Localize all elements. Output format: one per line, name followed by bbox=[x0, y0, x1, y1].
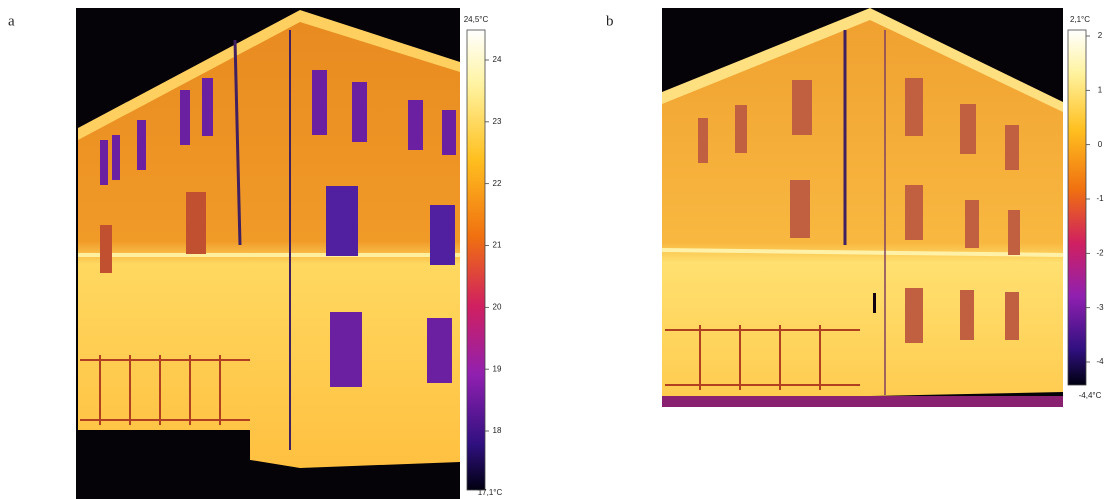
scale-tick-label: 22 bbox=[493, 179, 502, 188]
scale-tick-label: 21 bbox=[493, 241, 502, 250]
colorbar-b bbox=[1068, 30, 1086, 385]
thermal-image-a bbox=[76, 8, 460, 499]
scale-tick-label: -2 bbox=[1096, 248, 1104, 257]
scale-tick-label: 23 bbox=[493, 117, 502, 126]
scale-min: -4,4°C bbox=[1079, 391, 1102, 400]
scale-tick-label: 19 bbox=[493, 364, 502, 373]
scale-tick-label: 24 bbox=[493, 55, 502, 64]
scale-max: 2,1°C bbox=[1070, 15, 1090, 24]
scale-max: 24,5°C bbox=[464, 15, 489, 24]
scale-tick-label: -4 bbox=[1096, 357, 1104, 366]
scale-tick-label: 20 bbox=[493, 302, 502, 311]
scale-min: 17,1°C bbox=[478, 488, 503, 497]
thermal-image-b bbox=[662, 8, 1063, 407]
scale-tick-label: -3 bbox=[1096, 303, 1104, 312]
scale-tick-label: 2 bbox=[1098, 31, 1103, 40]
colorbar-a bbox=[467, 30, 485, 490]
panel-label: a bbox=[8, 13, 15, 29]
scale-tick-label: -1 bbox=[1096, 194, 1104, 203]
panel-label: b bbox=[606, 13, 614, 29]
scale-tick-label: 18 bbox=[493, 426, 502, 435]
scale-tick-label: 0 bbox=[1098, 140, 1103, 149]
scale-tick-label: 1 bbox=[1098, 85, 1103, 94]
figure: a b 24,5°C 17,1°C 2,1°C -4,4°C 242322212… bbox=[0, 0, 1111, 499]
